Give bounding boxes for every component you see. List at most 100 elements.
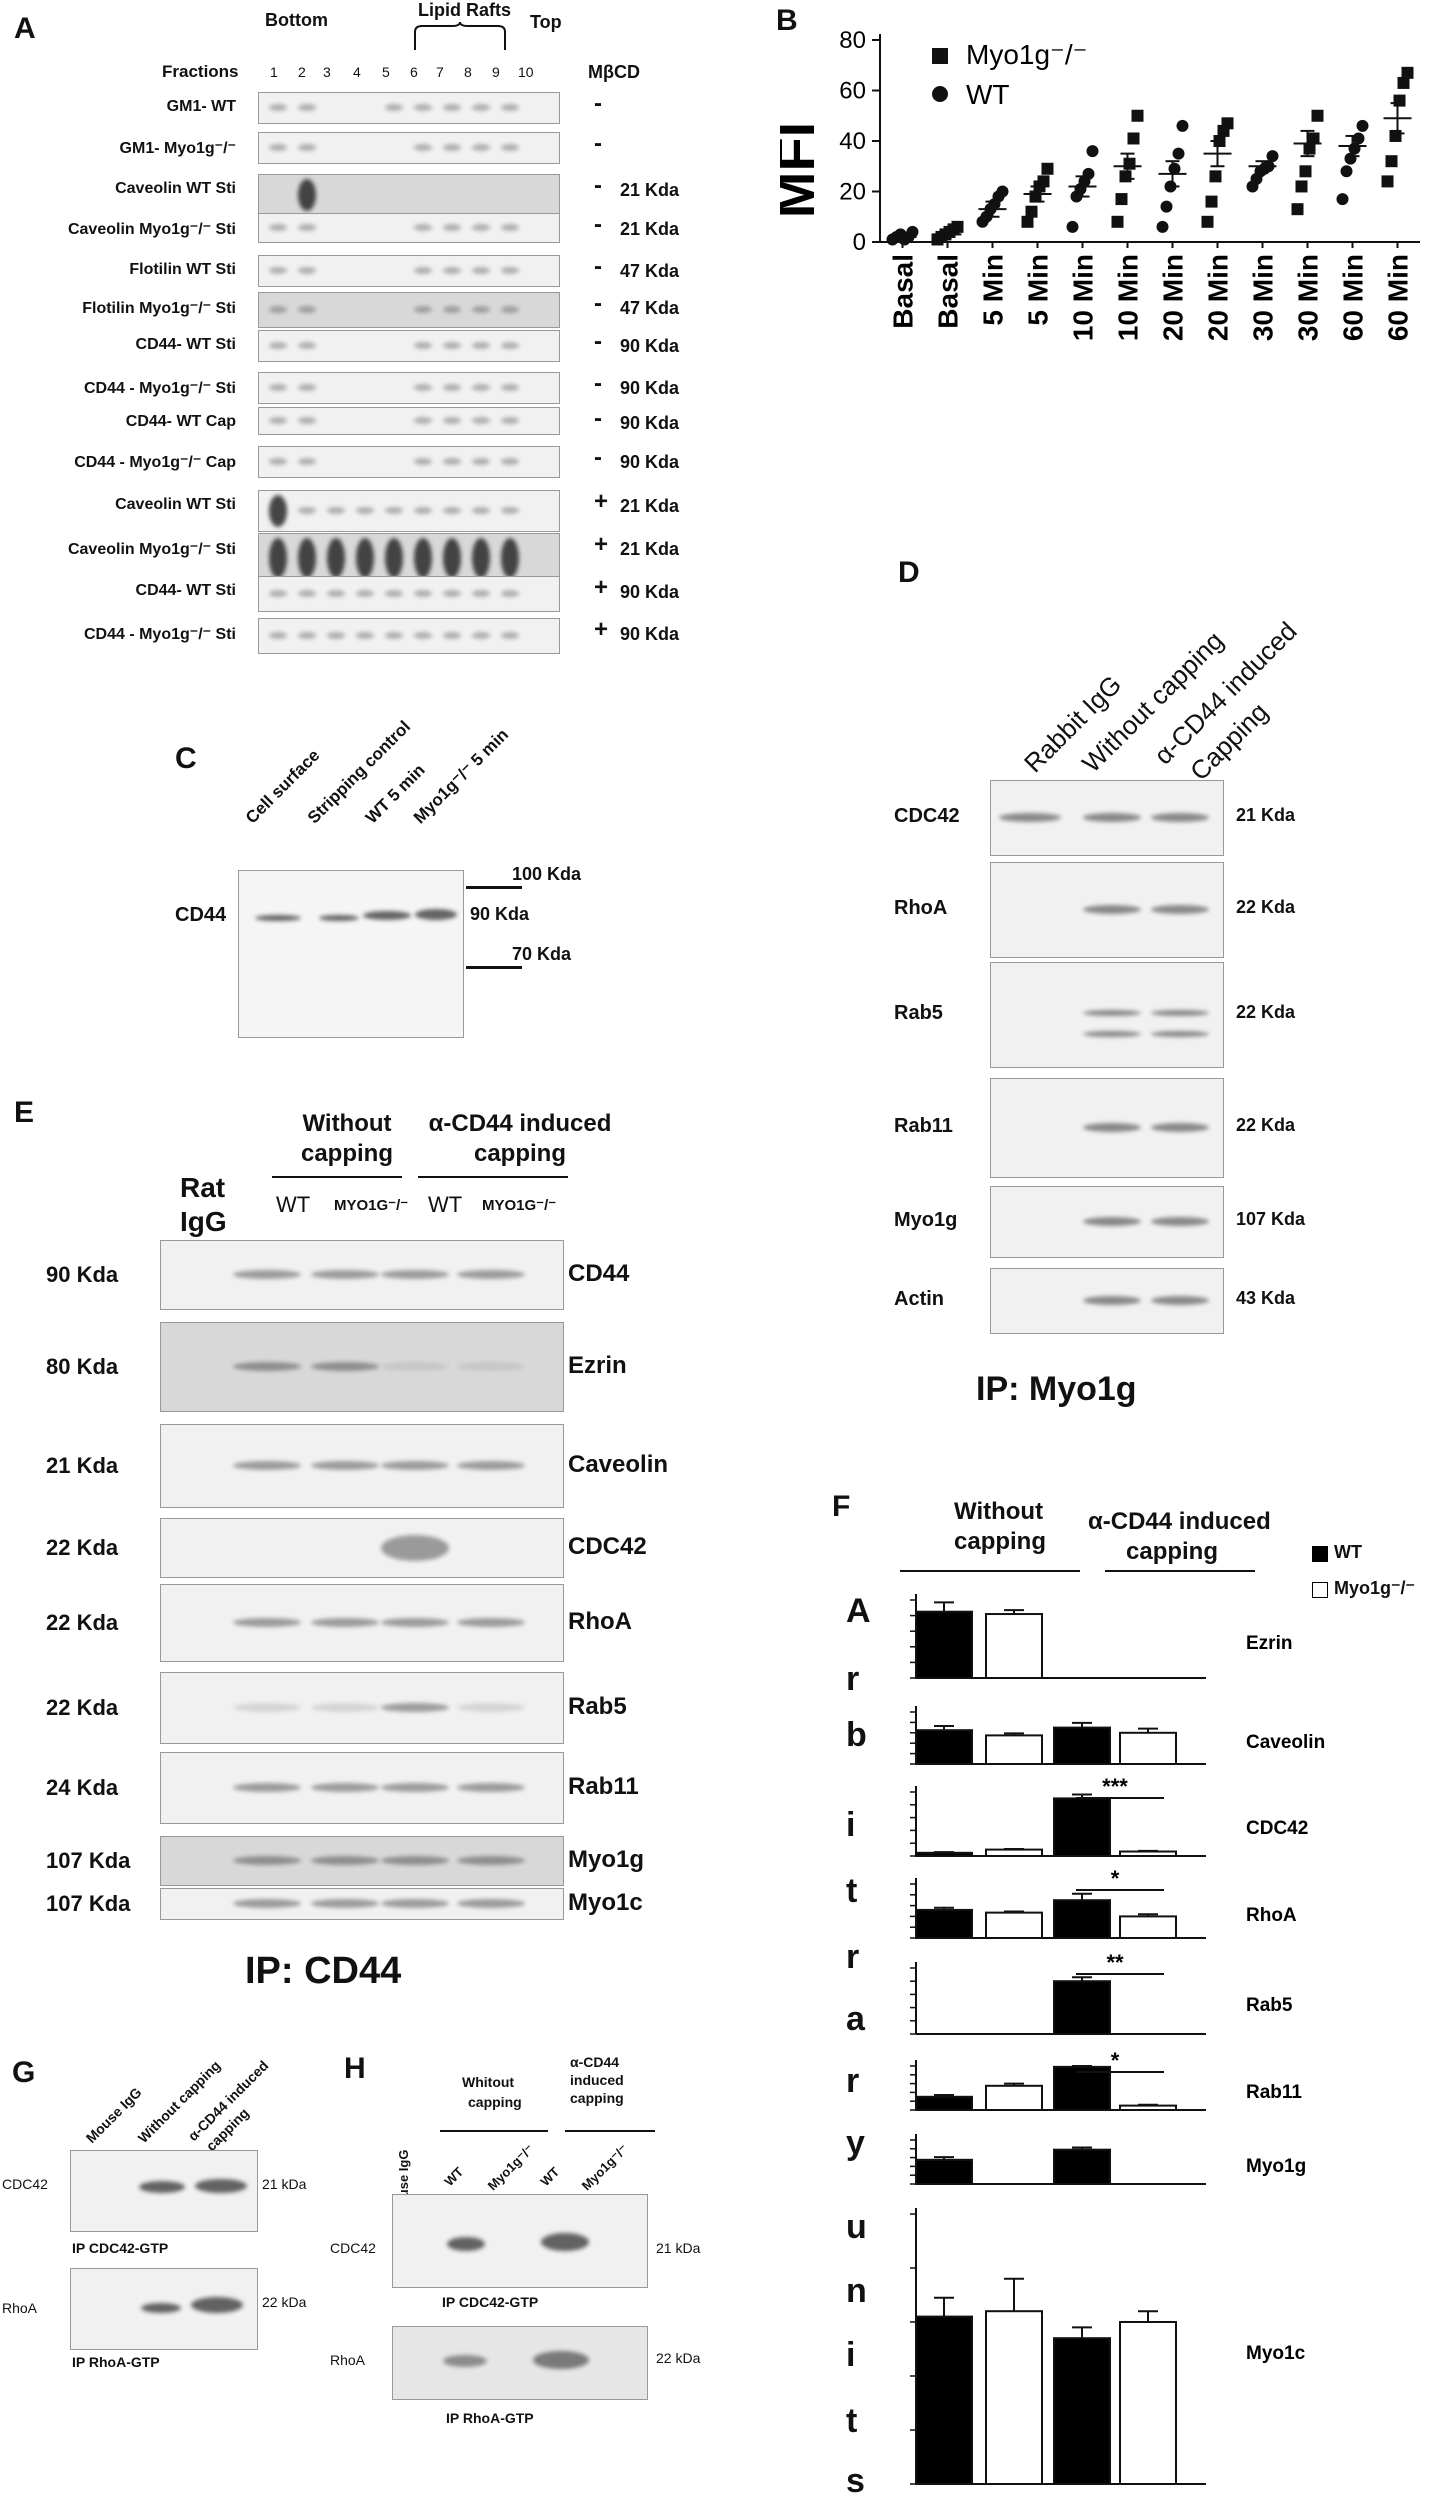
e-with-line (418, 1176, 568, 1178)
panel-a-row-label: CD44 - Myo1g⁻/⁻ Sti (83, 626, 236, 643)
f-bar (1119, 1915, 1177, 1939)
panel-a-mbcd-sign: - (594, 405, 602, 432)
f-sig-mark: *** (1102, 1774, 1128, 1799)
h-without-line (440, 2130, 548, 2132)
fraction-number: 7 (436, 64, 444, 80)
e-lane-ko-2: MYO1G⁻/⁻ (482, 1197, 557, 1214)
panel-a-blot (258, 490, 560, 532)
x-tick-label: Basal (933, 254, 964, 329)
panel-e-footer: IP: CD44 (245, 1950, 402, 1992)
f-ylabel-letter: i (846, 2336, 856, 2374)
marker-100: 100 Kda (512, 864, 582, 884)
panel-a-kda: 90 Kda (620, 336, 680, 356)
arbitrary-units-bar-chart: Ezrin Caveolin *** CDC42 * RhoA ** Rab5 * Rab11 My… (910, 1594, 1325, 2486)
f-header-without-2: capping (954, 1528, 1047, 1555)
panel-e-blot (160, 1424, 564, 1508)
f-bar (1053, 1980, 1111, 2036)
data-point-ko (1119, 170, 1132, 183)
g-blot-rhoa (70, 2268, 258, 2350)
panel-a-mbcd-sign: - (594, 370, 602, 397)
panel-b-letter: B (776, 4, 798, 37)
panel-d-row-label: CDC42 (894, 805, 960, 827)
top-label: Top (530, 12, 562, 32)
f-ylabel-letter: r (846, 2062, 860, 2100)
panel-a-kda: 21 Kda (620, 180, 680, 200)
data-point-ko (1291, 203, 1304, 216)
f-series-label: Myo1g (1246, 2156, 1306, 2177)
panel-d-footer: IP: Myo1g (976, 1370, 1137, 1408)
x-tick-label: Basal (888, 254, 919, 329)
g-row-rhoa: RhoA (2, 2300, 38, 2316)
panel-a-blot (258, 533, 560, 583)
panel-a-letter: A (14, 12, 36, 45)
panel-d-kda: 22 Kda (1236, 1002, 1296, 1022)
y-tick-label: 40 (839, 128, 866, 155)
f-bar (1053, 1899, 1111, 1940)
panel-a-row-label: Flotilin WT Sti (129, 261, 236, 278)
panel-a-blot (258, 618, 560, 654)
data-point-ko (1205, 195, 1218, 208)
panel-d-row-label: Actin (894, 1288, 944, 1310)
panel-e-blot (160, 1836, 564, 1886)
panel-a-kda: 21 Kda (620, 496, 680, 516)
marker-70: 70 Kda (512, 944, 572, 964)
panel-d-row-label: Rab11 (894, 1115, 953, 1137)
panel-a-kda: 90 Kda (620, 582, 680, 602)
panel-a-row-label: CD44- WT Cap (125, 413, 236, 430)
panel-e-kda: 24 Kda (46, 1775, 119, 1800)
f-header-with-1: α-CD44 induced (1088, 1508, 1271, 1535)
x-tick-label: 60 Min (1338, 254, 1369, 341)
fraction-number: 2 (298, 64, 306, 80)
data-point-ko (1389, 129, 1402, 142)
data-point-ko (1393, 94, 1406, 107)
panel-d-blot (990, 1186, 1224, 1258)
marker-90: 90 Kda (470, 904, 530, 924)
panel-a-row-label: CD44- WT Sti (135, 582, 236, 599)
panel-e-blot (160, 1518, 564, 1578)
h-lane-ko-1: Myo1g⁻/⁻ (484, 2141, 537, 2194)
h-lane-ko-2: Myo1g⁻/⁻ (578, 2141, 631, 2194)
data-point-ko (1201, 215, 1214, 228)
panel-d-blot (990, 1078, 1224, 1178)
g-row-cdc42: CDC42 (2, 2176, 48, 2192)
panel-d-blot (990, 780, 1224, 856)
f-series-label: Rab5 (1246, 1995, 1293, 2016)
panel-a-kda: 90 Kda (620, 624, 680, 644)
e-header-without-2: capping (300, 1140, 393, 1167)
f-bar (985, 1613, 1043, 1679)
f-ylabel-letter: n (846, 2272, 867, 2310)
panel-e-row-label: Caveolin (568, 1451, 669, 1478)
y-tick-label: 80 (839, 27, 866, 54)
panel-h-letter: H (344, 2052, 366, 2085)
panel-a-kda: 90 Kda (620, 413, 680, 433)
f-bar (1053, 1797, 1111, 1857)
data-point-wt (1340, 165, 1353, 178)
x-tick-label: 5 Min (1023, 254, 1054, 326)
fraction-number: 6 (410, 64, 418, 80)
data-point-wt (1352, 132, 1365, 145)
y-tick-label: 0 (853, 229, 866, 256)
panel-d-blot (990, 862, 1224, 958)
panel-d-letter: D (898, 556, 920, 589)
panel-d-blot (990, 962, 1224, 1068)
f-sig-mark: * (1111, 2048, 1120, 2073)
lane-stripping-control: Stripping control (303, 717, 415, 828)
legend-square-marker (932, 48, 948, 64)
panel-e-row-label: Ezrin (568, 1352, 627, 1379)
panel-d-row-label: RhoA (894, 897, 948, 919)
panel-a-row-label: CD44 - Myo1g⁻/⁻ Sti (83, 380, 236, 397)
f-sig-mark: * (1111, 1866, 1120, 1891)
f-bar (1053, 1726, 1111, 1766)
panel-e-letter: E (14, 1096, 35, 1129)
h-blot-cdc42 (392, 2194, 648, 2288)
f-ylabel-letter: a (846, 2000, 865, 2038)
panel-c-blot (238, 870, 464, 1038)
f-bar (1119, 2104, 1177, 2111)
e-lane-ko-1: MYO1G⁻/⁻ (334, 1197, 409, 1214)
f-header-with-2: capping (1126, 1538, 1219, 1565)
panel-a-mbcd-sign: - (594, 90, 602, 117)
h-header-without-1: Whitout (462, 2074, 515, 2090)
f-bar (985, 1911, 1043, 1939)
panel-a-mbcd-sign: + (594, 574, 609, 601)
f-ylabel-letter: t (846, 2402, 858, 2440)
